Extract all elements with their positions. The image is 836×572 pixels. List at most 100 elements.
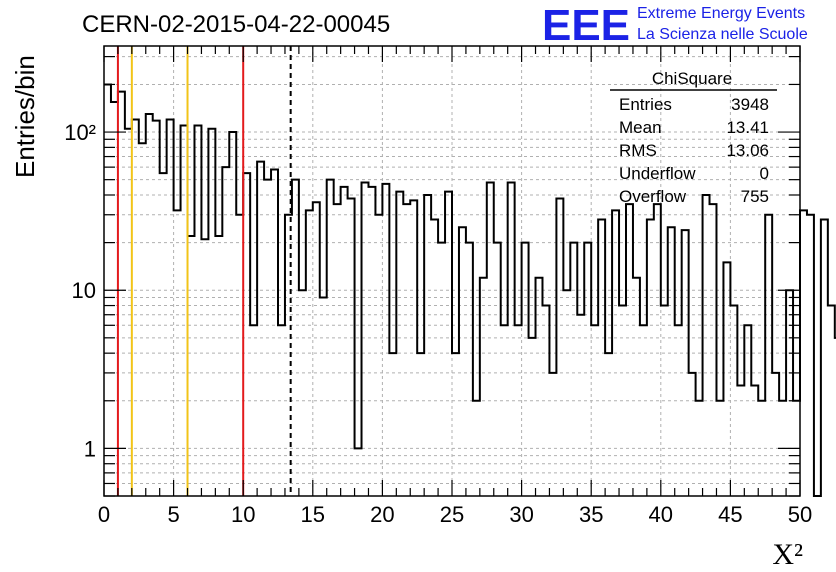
histogram-bin: [570, 243, 577, 496]
histogram-bin: [111, 102, 118, 496]
histogram-bin: [529, 338, 536, 496]
histogram-bin: [765, 215, 772, 496]
histogram-bin: [737, 385, 744, 496]
histogram-bin: [215, 236, 222, 496]
stats-row-value: 755: [741, 187, 769, 206]
histogram-bin: [654, 204, 661, 496]
histogram-bin: [515, 325, 522, 496]
histogram-bin: [800, 210, 807, 496]
x-tick-label: 10: [231, 502, 255, 527]
y-tick-labels: 1 10 10²: [64, 120, 96, 461]
stats-row-value: 13.06: [726, 141, 769, 160]
histogram-bin: [626, 204, 633, 496]
histogram-bin: [508, 182, 515, 496]
histogram-bin: [132, 120, 139, 496]
stats-row-label: Entries: [619, 95, 672, 114]
histogram-bin: [382, 184, 389, 496]
histogram-bin: [640, 325, 647, 496]
histogram-bin: [487, 182, 494, 496]
histogram-bin: [501, 325, 508, 496]
eee-logo-mark: EEE: [542, 1, 630, 50]
stats-row-label: RMS: [619, 141, 657, 160]
histogram-bin: [633, 278, 640, 496]
y-tick-label: 10: [72, 278, 96, 303]
stats-row-value: 3948: [731, 95, 769, 114]
histogram-bin: [751, 385, 758, 496]
x-tick-label: 0: [98, 502, 110, 527]
histogram-bin: [480, 278, 487, 496]
stats-row-value: 0: [760, 164, 769, 183]
histogram-bin: [710, 204, 717, 496]
x-tick-label: 30: [509, 502, 533, 527]
histogram-bin: [612, 210, 619, 496]
histogram-bin: [250, 325, 257, 496]
histogram-bin: [542, 306, 549, 496]
histogram-bin: [299, 290, 306, 496]
histogram-bin: [619, 306, 626, 496]
histogram-bin: [194, 126, 201, 496]
x-tick-label: 25: [440, 502, 464, 527]
histogram-bin: [473, 401, 480, 496]
x-axis-label: X²: [772, 538, 803, 571]
histogram-bin: [682, 230, 689, 496]
histogram-bin: [772, 373, 779, 496]
x-tick-label: 50: [788, 502, 812, 527]
histogram-bin: [188, 236, 195, 496]
histogram-bin: [167, 120, 174, 496]
histogram-bin: [459, 227, 466, 496]
histogram-bin: [292, 180, 299, 496]
histogram-bin: [549, 373, 556, 496]
histogram-bin: [243, 173, 250, 496]
reference-lines: [116, 46, 292, 496]
histogram-bin: [675, 325, 682, 496]
histogram-bin: [723, 262, 730, 496]
histogram-bin: [403, 204, 410, 496]
histogram-bin: [341, 187, 348, 496]
histogram-bin: [375, 215, 382, 496]
histogram-bin: [264, 180, 271, 496]
histogram-bin: [334, 204, 341, 496]
x-tick-label: 5: [167, 502, 179, 527]
histogram-bin: [821, 219, 828, 496]
histogram-bin: [689, 373, 696, 496]
histogram-bin: [362, 182, 369, 496]
histogram-bin: [201, 239, 208, 496]
histogram-bin: [327, 180, 334, 496]
axis-ticks: [103, 46, 801, 497]
histogram-bin: [306, 210, 313, 496]
histogram-bin: [563, 290, 570, 496]
x-tick-label: 20: [370, 502, 394, 527]
y-tick-label: 10²: [64, 120, 96, 145]
histogram-bin: [466, 243, 473, 496]
stats-row-label: Mean: [619, 118, 662, 137]
histogram-bin: [591, 325, 598, 496]
histogram-bin: [348, 199, 355, 496]
y-axis-label: Entries/bin: [10, 55, 40, 178]
histogram-bin: [703, 195, 710, 496]
histogram-bin: [424, 195, 431, 496]
histogram-bin: [146, 114, 153, 496]
x-tick-labels: 0 5 10 15 20 25 30 35 40 45 50: [98, 502, 812, 527]
histogram-bin: [438, 243, 445, 496]
x-tick-label: 40: [649, 502, 673, 527]
stats-rows: Entries 3948 Mean 13.41 RMS 13.06 Underflow 0 Ov…: [619, 95, 769, 206]
histogram-bin: [730, 306, 737, 496]
stats-row-label: Underflow: [619, 164, 696, 183]
histogram-bin: [389, 353, 396, 496]
histogram-bin: [452, 353, 459, 496]
x-tick-label: 45: [718, 502, 742, 527]
histogram-bin: [807, 215, 814, 496]
x-tick-label: 35: [579, 502, 603, 527]
histogram-bin: [139, 143, 146, 496]
histogram-bin: [716, 401, 723, 496]
logo-line-1: Extreme Energy Events: [637, 5, 805, 22]
y-tick-label: 1: [84, 436, 96, 461]
histogram-bin: [355, 448, 362, 496]
stats-row-label: Overflow: [619, 187, 687, 206]
histogram-bin: [160, 173, 167, 496]
histogram-bin: [174, 210, 181, 496]
histogram-bin: [605, 353, 612, 496]
histogram-bin: [368, 187, 375, 496]
histogram-bin: [598, 219, 605, 496]
